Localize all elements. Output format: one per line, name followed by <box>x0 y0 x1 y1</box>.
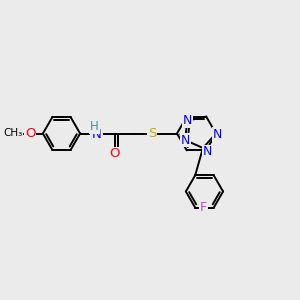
Text: H: H <box>91 125 100 139</box>
Text: H: H <box>90 120 99 134</box>
Text: N: N <box>182 114 192 127</box>
Text: O: O <box>110 147 120 161</box>
Text: S: S <box>148 127 156 140</box>
Text: N: N <box>91 130 100 144</box>
Text: N: N <box>181 134 190 147</box>
Text: F: F <box>200 201 207 214</box>
Text: O: O <box>25 127 35 140</box>
Text: N: N <box>92 128 102 142</box>
Text: N: N <box>203 146 212 158</box>
Text: CH₃: CH₃ <box>3 128 22 139</box>
Text: N: N <box>213 128 223 141</box>
